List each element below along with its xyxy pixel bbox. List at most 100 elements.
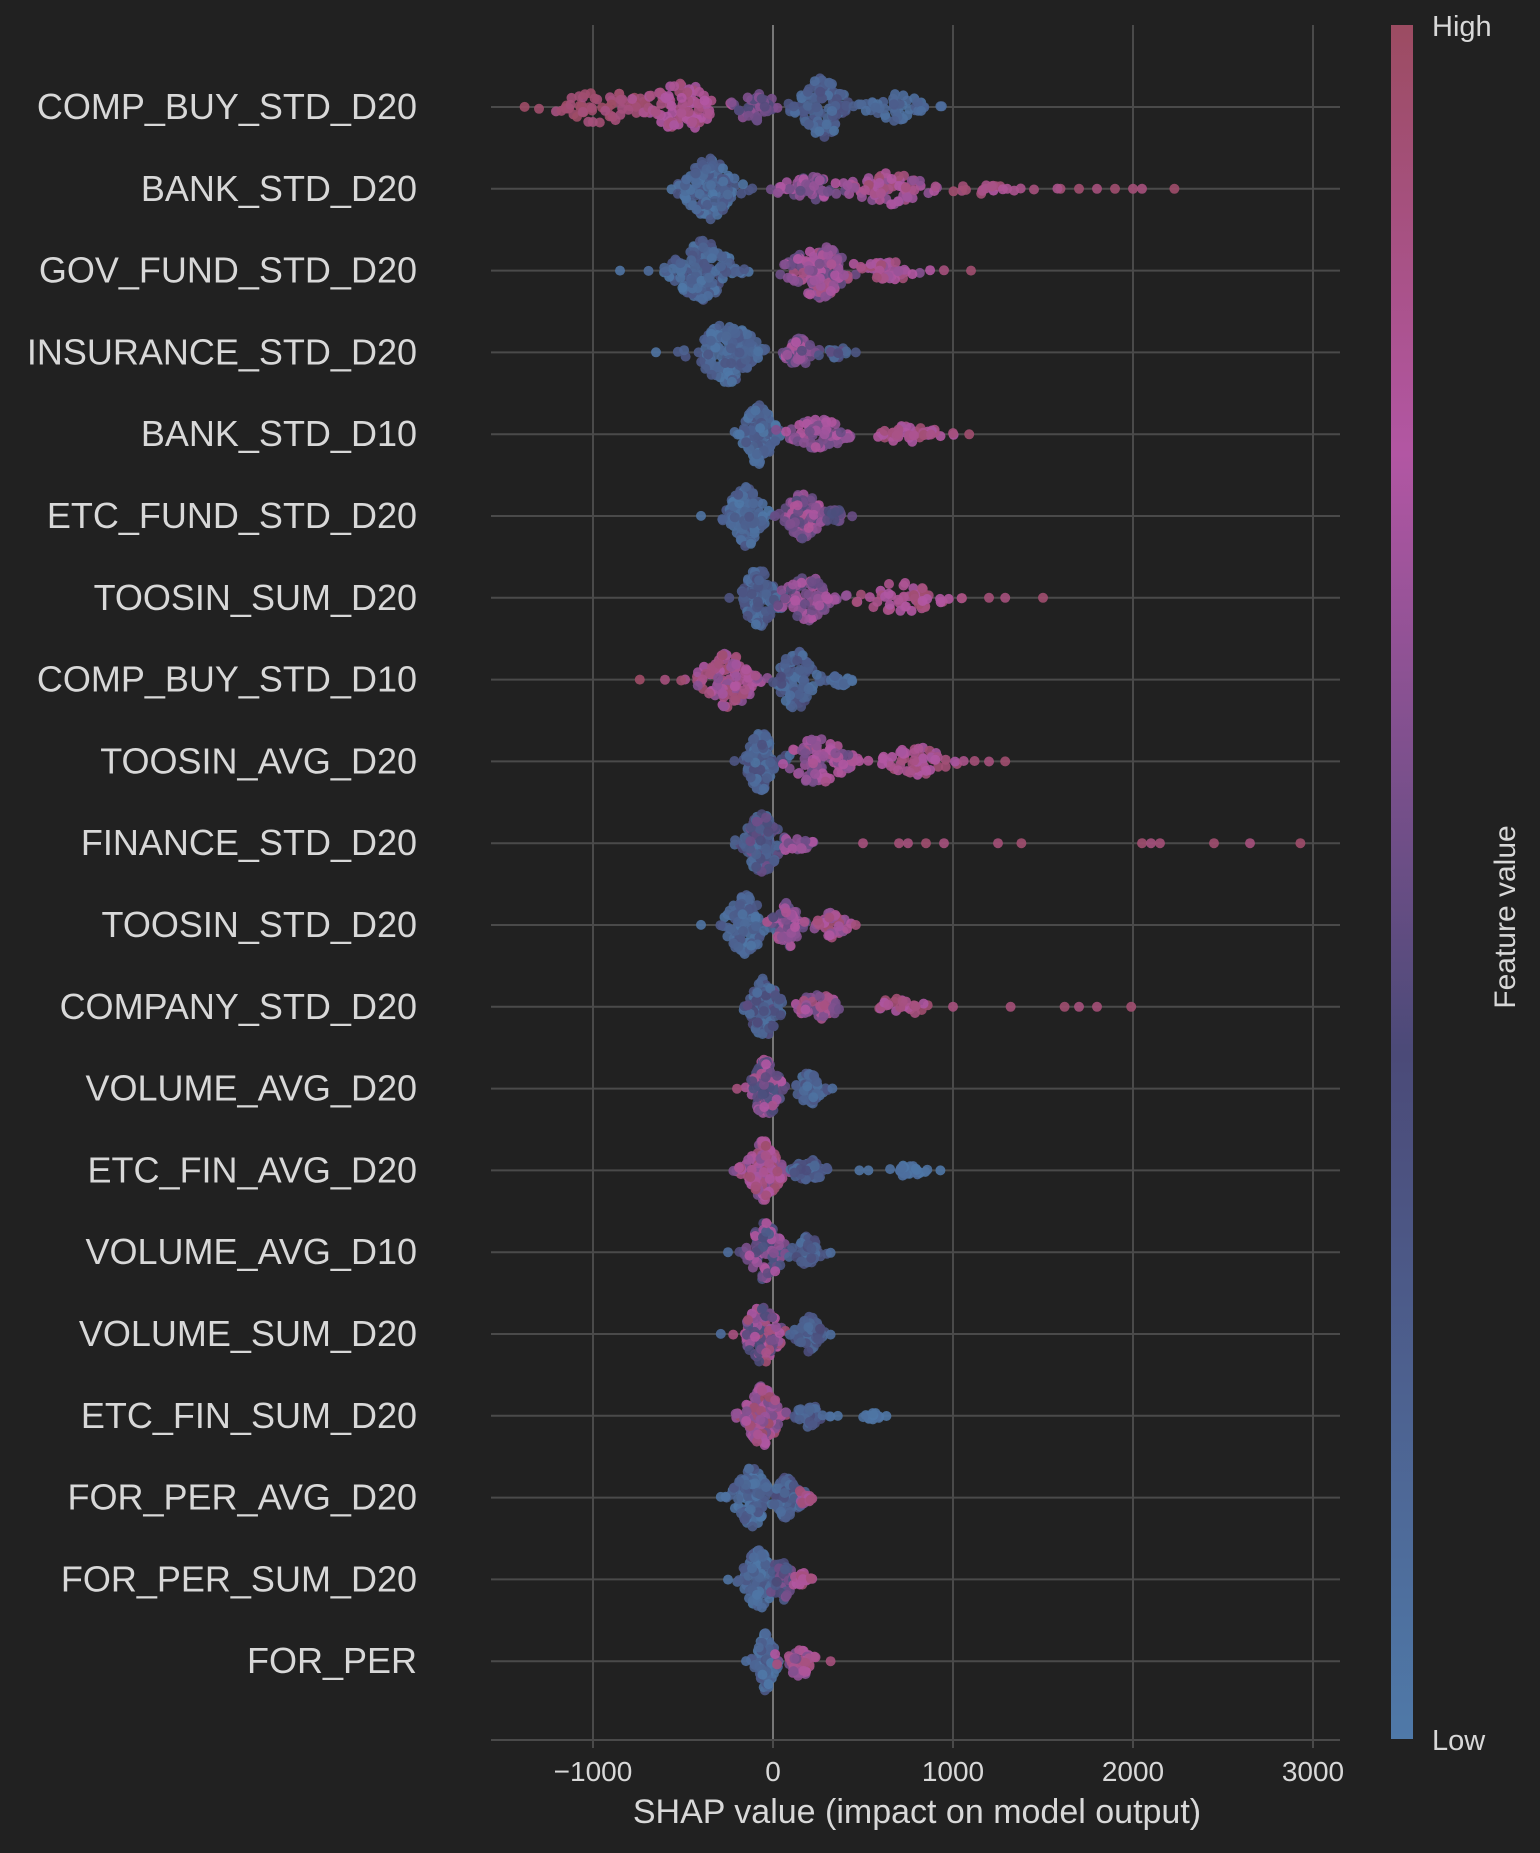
shap-point — [754, 1489, 765, 1500]
shap-point — [730, 1408, 741, 1419]
shap-point — [809, 181, 820, 192]
shap-point — [615, 109, 626, 120]
shap-point — [765, 757, 776, 768]
shap-point — [966, 265, 976, 276]
shap-point — [746, 1164, 757, 1175]
shap-point — [772, 187, 783, 198]
feature-label: VOLUME_SUM_D20 — [79, 1313, 417, 1354]
shap-point — [789, 1653, 800, 1664]
shap-point — [792, 254, 803, 264]
shap-point — [714, 658, 724, 669]
shap-point — [750, 757, 761, 768]
shap-point — [798, 1665, 809, 1676]
shap-point — [833, 921, 844, 932]
shap-point — [702, 291, 713, 301]
shap-point — [905, 767, 916, 778]
shap-point — [943, 593, 954, 604]
shap-point — [833, 348, 844, 359]
shap-point — [787, 1242, 798, 1253]
shap-point — [795, 1404, 806, 1415]
shap-point — [750, 911, 761, 922]
shap-point — [790, 595, 801, 606]
shap-point — [631, 101, 641, 112]
shap-point — [794, 1645, 805, 1656]
shap-point — [830, 178, 841, 189]
shap-point — [794, 420, 805, 430]
shap-point — [757, 1669, 768, 1680]
shap-point — [813, 1172, 824, 1183]
shap-point — [729, 756, 740, 766]
shap-point — [692, 283, 703, 294]
shap-point — [854, 1165, 865, 1176]
shap-point — [1209, 838, 1219, 849]
feature-label: GOV_FUND_STD_D20 — [39, 250, 417, 291]
shap-point — [715, 1491, 726, 1502]
shap-point — [796, 577, 807, 588]
shap-point — [589, 93, 600, 104]
shap-point — [874, 178, 885, 188]
shap-point — [1000, 756, 1011, 767]
shap-point — [831, 188, 842, 199]
shap-point — [709, 195, 720, 206]
shap-point — [742, 92, 753, 103]
shap-point — [722, 189, 733, 200]
shap-point — [739, 264, 750, 275]
shap-point — [772, 102, 783, 113]
shap-point — [958, 756, 969, 766]
shap-point — [804, 1404, 815, 1415]
shap-point — [855, 261, 866, 272]
shap-point — [939, 265, 949, 276]
shap-point — [1126, 1001, 1137, 1012]
feature-label: FOR_PER — [247, 1640, 417, 1681]
shap-point — [841, 100, 852, 111]
shap-point — [977, 185, 988, 196]
shap-point — [918, 429, 929, 440]
shap-point — [706, 253, 717, 264]
shap-point — [750, 1181, 761, 1192]
shap-point — [811, 1076, 822, 1087]
shap-point — [1052, 183, 1063, 194]
shap-point — [761, 1226, 772, 1237]
shap-point — [759, 101, 770, 112]
shap-point — [768, 677, 779, 688]
shap-point — [669, 120, 680, 131]
shap-point — [1169, 183, 1180, 194]
shap-point — [706, 180, 716, 191]
shap-point — [627, 94, 638, 104]
shap-point — [694, 86, 705, 97]
shap-point — [902, 110, 913, 121]
shap-point — [775, 1506, 786, 1517]
shap-point — [578, 106, 588, 117]
shap-point — [824, 930, 835, 941]
shap-point — [779, 259, 790, 270]
shap-point — [743, 110, 754, 121]
shap-point — [1029, 184, 1039, 195]
shap-point — [750, 1231, 761, 1241]
shap-point — [736, 188, 747, 199]
shap-point — [761, 1218, 772, 1229]
shap-point — [893, 594, 904, 605]
shap-point — [779, 1488, 790, 1498]
shap-point — [781, 1590, 792, 1600]
shap-point — [724, 592, 735, 603]
shap-point — [701, 164, 712, 175]
shap-point — [805, 340, 815, 350]
shap-point — [1155, 838, 1165, 849]
shap-point — [702, 108, 713, 119]
shap-point — [643, 265, 654, 276]
shap-point — [722, 931, 733, 942]
shap-point — [751, 995, 762, 1006]
shap-point — [807, 605, 818, 616]
shap-point — [748, 488, 759, 499]
shap-point — [796, 843, 807, 854]
shap-point — [705, 335, 716, 346]
shap-point — [587, 117, 598, 127]
shap-point — [948, 428, 958, 439]
shap-point — [704, 688, 715, 699]
shap-point — [792, 611, 803, 622]
shap-point — [615, 265, 625, 276]
shap-point — [757, 498, 768, 509]
shap-point — [914, 175, 925, 186]
shap-point — [606, 99, 617, 110]
shap-point — [909, 755, 920, 766]
